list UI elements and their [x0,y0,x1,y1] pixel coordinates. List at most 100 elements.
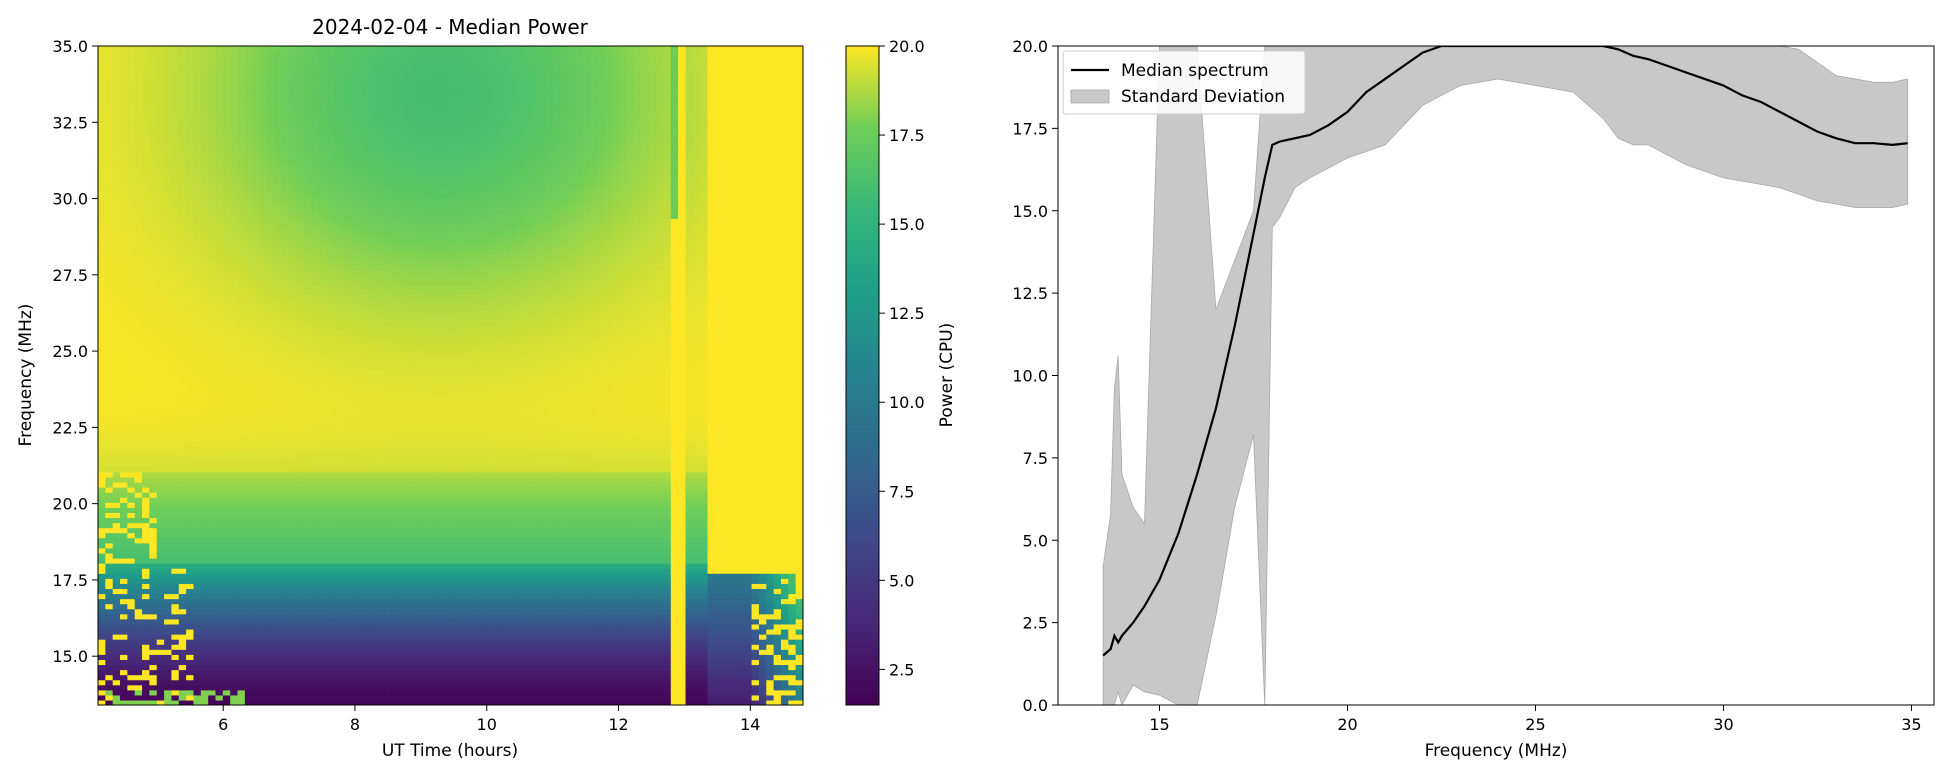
heatmap-cell [340,213,349,219]
heatmap-cell [230,613,239,620]
heatmap-cell [259,421,268,427]
heatmap-cell [127,223,136,230]
heatmap-cell [318,613,327,620]
heatmap-cell [164,81,173,88]
heatmap-cell [134,101,143,108]
heatmap-cell [296,446,305,453]
heatmap-cell [288,284,297,290]
heatmap-cell [215,502,224,508]
heatmap-cell [164,405,173,412]
heatmap-cell [288,649,297,655]
heatmap-cell [369,122,378,128]
heatmap-cell [142,355,150,361]
heatmap-cell [230,628,239,635]
heatmap-cell [215,588,224,595]
heatmap-cell [318,253,327,260]
heatmap-cell [266,142,275,148]
heatmap-cell [120,334,128,341]
heatmap-cell [362,674,371,681]
heatmap-cell [112,142,121,148]
heatmap-cell [333,659,341,666]
heatmap-cell [274,208,283,214]
heatmap-cell [252,613,261,620]
heatmap-cell [274,512,283,519]
heatmap-cell [333,66,341,72]
heatmap-cell [105,563,114,569]
heatmap-cell [318,147,327,154]
heatmap-cell [193,547,202,554]
heatmap-cell [127,51,136,57]
heatmap-cell [120,436,128,442]
heatmap-cell [244,122,253,128]
heatmap-cell [303,111,312,118]
heatmap-cell [200,51,209,57]
heatmap-cell [355,639,363,645]
heatmap-cell [318,66,327,72]
heatmap-cell [362,542,371,549]
heatmap-cell [208,340,217,346]
heatmap-cell [222,694,231,701]
heatmap-cell [252,487,261,493]
heatmap-cell [369,547,378,554]
heatmap-cell [215,664,224,671]
heatmap-cell [281,694,290,701]
heatmap-cell [296,309,305,316]
heatmap-cell [200,481,209,488]
heatmap-cell [296,360,305,366]
heatmap-cell [325,410,334,417]
heatmap-cell [369,294,378,301]
heatmap-cell [347,583,356,590]
heatmap-cell [178,573,187,579]
heatmap-cell [362,375,371,382]
heatmap-cell [340,618,349,625]
heatmap-cell [200,517,209,524]
heatmap-cell [303,56,312,62]
heatmap-cell [120,360,128,366]
heatmap-cell [142,410,150,417]
heatmap-cell [149,557,158,564]
heatmap-cell [237,552,246,559]
heatmap-cell [222,649,231,655]
heatmap-cell [215,649,224,655]
heatmap-cell [318,269,327,275]
heatmap-cell [266,233,275,240]
heatmap-cell [244,289,253,295]
heatmap-cell [112,568,121,574]
heatmap-cell [362,61,371,67]
heatmap-cell [340,593,349,600]
heatmap-cell [288,137,297,143]
heatmap-cell [369,238,378,245]
heatmap-cell [369,355,378,361]
heatmap-cell [112,410,121,417]
heatmap-cell [230,512,239,519]
heatmap-cell [288,527,297,534]
heatmap-cell [237,51,246,57]
heatmap-cell [274,198,283,204]
heatmap-cell [171,355,180,361]
heatmap-cell [266,187,275,194]
heatmap-cell [222,512,231,519]
heatmap-cell [171,598,180,605]
heatmap-cell [142,451,150,458]
heatmap-cell [288,512,297,519]
heatmap-cell [142,634,150,640]
heatmap-cell [120,405,128,412]
heatmap-cell [296,167,305,174]
heatmap-cell [98,375,106,382]
heatmap-cell [127,218,136,225]
heatmap-cell [200,193,209,199]
heatmap-cell [369,147,378,154]
heatmap-cell [369,628,378,635]
heatmap-cell [171,436,180,442]
heatmap-cell [178,289,187,295]
heatmap-cell [105,182,114,189]
heatmap-cell [281,284,290,290]
heatmap-cell [127,471,136,478]
heatmap-cell [369,634,378,640]
heatmap-cell [105,654,114,660]
heatmap-cell [325,481,334,488]
heatmap-cell [142,416,150,422]
heatmap-cell [120,618,128,625]
heatmap-cell [222,213,231,219]
heatmap-cell [98,198,106,204]
